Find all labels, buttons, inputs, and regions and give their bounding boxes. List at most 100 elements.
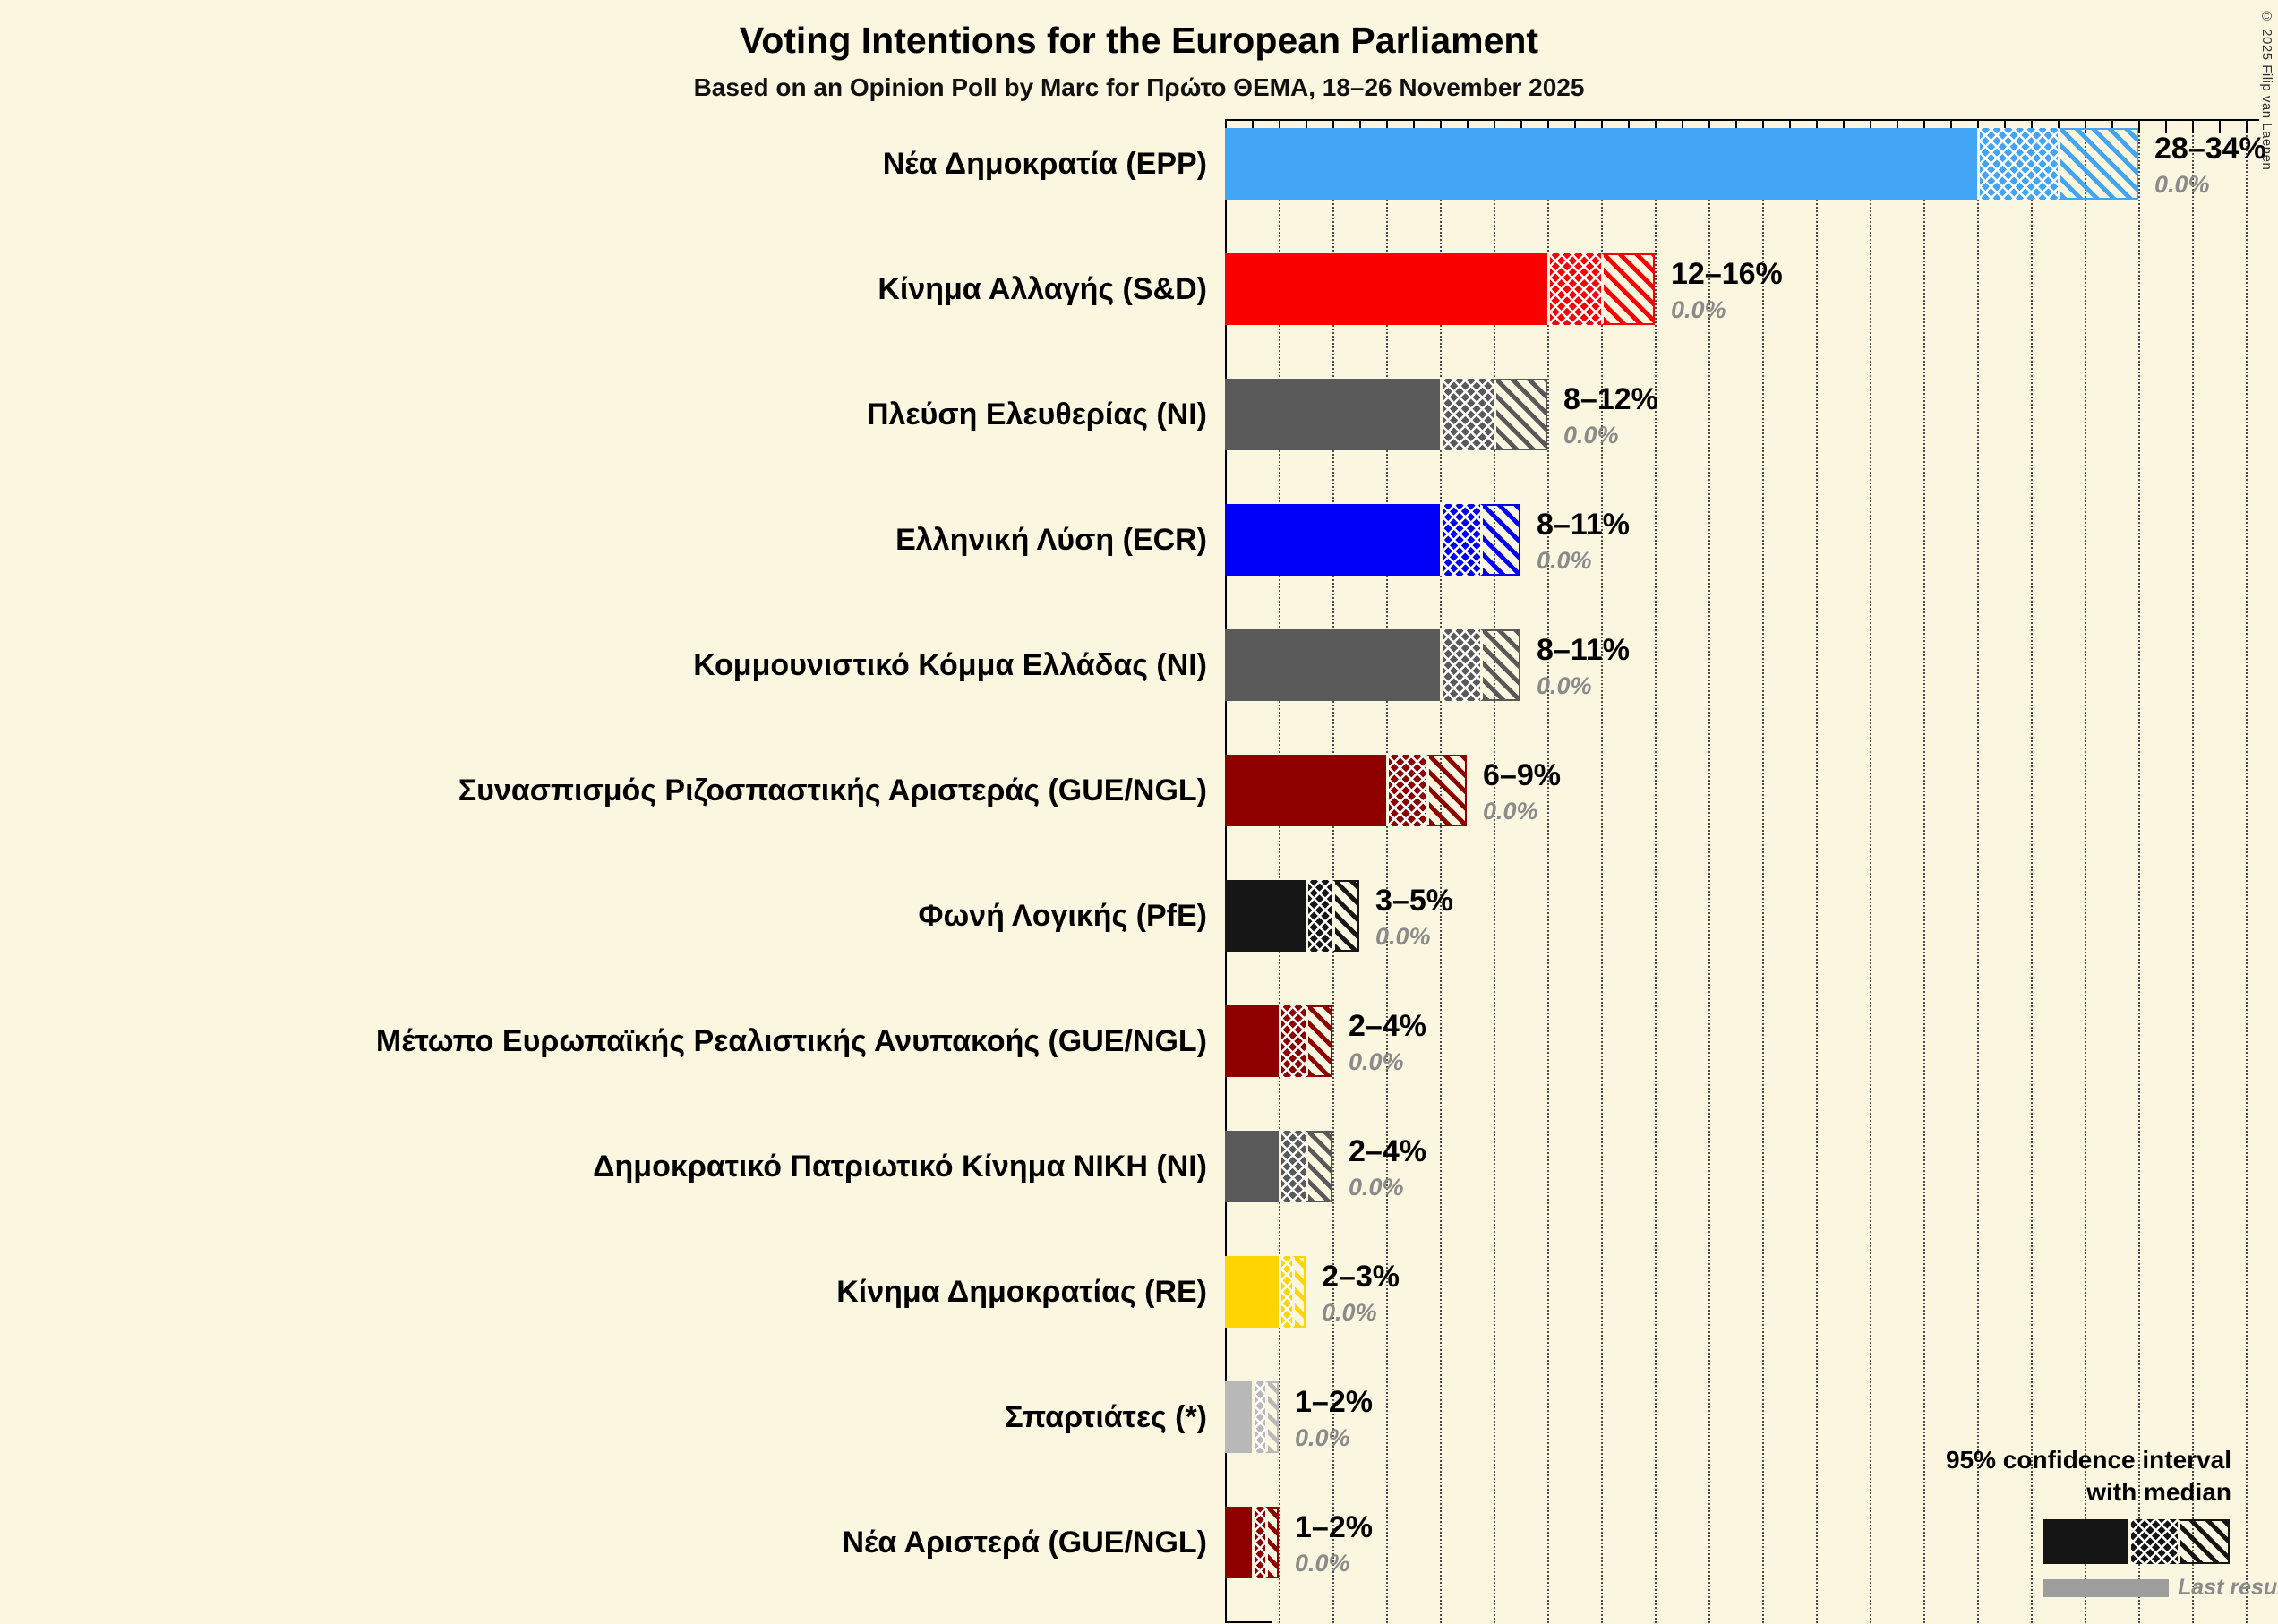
chart-row: Κίνημα Αλλαγής (S&D) 12–16% 0.0% (878, 244, 2259, 370)
last-result-value: 0.0% (1537, 672, 1592, 699)
legend-solid-segment (2043, 1519, 2128, 1564)
bar-solid-segment (1225, 629, 1440, 701)
confidence-interval-bar (1225, 379, 1547, 450)
axis-tick (2004, 121, 2006, 133)
axis-tick (2192, 121, 2194, 133)
last-result-value: 0.0% (1483, 798, 1538, 825)
party-label: Μέτωπο Ευρωπαϊκής Ρεαλιστικής Ανυπακοής … (375, 1023, 1207, 1058)
range-label: 2–4% (1349, 1134, 1426, 1168)
chart-row: Κομμουνιστικό Κόμμα Ελλάδας (NI) 8–11% 0… (693, 620, 2259, 746)
plot-area: Νέα Δημοκρατία (EPP) 28–34% 0.0% Κίνημα … (376, 119, 2266, 1623)
axis-tick (1494, 121, 1495, 133)
last-result-value: 0.0% (1671, 296, 1726, 323)
gridline (1923, 121, 1925, 1623)
bar-solid-segment (1225, 1256, 1279, 1328)
last-result-value: 0.0% (1537, 547, 1592, 574)
axis-tick (1682, 121, 1683, 133)
gridline (2246, 121, 2248, 1623)
last-result-value: 0.0% (1563, 422, 1619, 449)
bar-crosshatch-segment (1279, 1005, 1306, 1077)
range-label: 8–11% (1537, 633, 1630, 667)
legend-diagonal-segment (2178, 1519, 2230, 1564)
bar-diagonal-segment (1265, 1507, 1279, 1578)
bar-crosshatch-segment (1440, 629, 1480, 701)
confidence-interval-bar (1225, 504, 1520, 576)
value-labels: 6–9% 0.0% (1483, 758, 1561, 827)
axis-tick (2111, 121, 2113, 133)
gridline (1386, 121, 1388, 1623)
legend-crosshatch-segment (2128, 1519, 2178, 1564)
chart-row: Κίνημα Δημοκρατίας (RE) 2–3% 0.0% (836, 1247, 2259, 1372)
value-labels: 8–12% 0.0% (1563, 382, 1658, 451)
gridline (1977, 121, 1979, 1623)
party-label: Νέα Δημοκρατία (EPP) (882, 146, 1207, 181)
last-result-value: 0.0% (2154, 171, 2210, 198)
range-label: 8–11% (1537, 508, 1630, 542)
confidence-interval-bar (1225, 629, 1520, 701)
gridline (1279, 121, 1280, 1623)
value-labels: 3–5% 0.0% (1375, 884, 1453, 953)
chart-row: Μέτωπο Ευρωπαϊκής Ρεαλιστικής Ανυπακοής … (376, 996, 2259, 1122)
bar-crosshatch-segment (1440, 504, 1480, 576)
value-labels: 8–11% 0.0% (1537, 508, 1630, 577)
legend-last-result: Last result (2043, 1575, 2278, 1601)
axis-tick (1332, 121, 1334, 133)
confidence-interval-bar (1225, 1507, 1279, 1578)
legend-last-result-bar (2043, 1578, 2169, 1597)
bar-diagonal-segment (1601, 253, 1655, 325)
confidence-interval-bar (1225, 128, 2138, 200)
value-labels: 2–4% 0.0% (1349, 1134, 1426, 1203)
party-label: Πλεύση Ελευθερίας (NI) (866, 397, 1207, 432)
gridline (2085, 121, 2086, 1623)
bar-solid-segment (1225, 504, 1440, 576)
chart-title: Voting Intentions for the European Parli… (739, 20, 1539, 61)
axis-tick (2031, 121, 2033, 133)
chart-row: Δημοκρατικό Πατριωτικό Κίνημα ΝΙΚΗ (NI) … (593, 1122, 2259, 1247)
gridline (1870, 121, 1871, 1623)
party-label: Κομμουνιστικό Κόμμα Ελλάδας (NI) (693, 647, 1207, 682)
bar-diagonal-segment (1292, 1256, 1306, 1328)
axis-tick (1923, 121, 1925, 133)
chart-row: Συνασπισμός Ριζοσπαστικής Αριστεράς (GUE… (458, 746, 2259, 871)
party-label: Συνασπισμός Ριζοσπαστικής Αριστεράς (GUE… (458, 773, 1207, 808)
legend-title: 95% confidence interval (1945, 1446, 2231, 1474)
confidence-interval-bar (1225, 1131, 1332, 1202)
axis-tick (1279, 121, 1280, 133)
axis-tick (1386, 121, 1388, 133)
confidence-interval-bar (1225, 253, 1655, 325)
bar-diagonal-segment (1265, 1381, 1279, 1453)
range-label: 2–3% (1322, 1260, 1400, 1294)
bar-solid-segment (1225, 128, 1977, 200)
range-label: 28–34% (2154, 132, 2266, 166)
value-labels: 1–2% 0.0% (1295, 1510, 1373, 1579)
axis-tick (1467, 121, 1469, 133)
value-labels: 8–11% 0.0% (1537, 633, 1630, 702)
bar-diagonal-segment (1426, 755, 1467, 826)
axis-tick (1897, 121, 1898, 133)
zero-axis-line (1225, 119, 1227, 1623)
bar-crosshatch-segment (1386, 755, 1426, 826)
range-label: 3–5% (1375, 884, 1453, 918)
party-label: Κίνημα Δημοκρατίας (RE) (836, 1274, 1207, 1309)
gridline (1708, 121, 1710, 1623)
legend-sample-bar (2043, 1519, 2231, 1564)
chart-row: Νέα Αριστερά (GUE/NGL) 1–2% 0.0% (842, 1498, 2259, 1623)
chart-row: Νέα Δημοκρατία (EPP) 28–34% 0.0% (883, 119, 2266, 244)
bar-crosshatch-segment (1279, 1131, 1306, 1202)
bar-solid-segment (1225, 880, 1306, 952)
chart-subtitle: Based on an Opinion Poll by Marc for Πρώ… (693, 73, 1585, 101)
bar-solid-segment (1225, 755, 1386, 826)
party-label: Ελληνική Λύση (ECR) (895, 522, 1207, 557)
bar-crosshatch-segment (1440, 379, 1494, 450)
bar-diagonal-segment (1306, 1005, 1332, 1077)
range-label: 2–4% (1349, 1009, 1426, 1043)
confidence-interval-bar (1225, 755, 1467, 826)
bar-diagonal-segment (1494, 379, 1547, 450)
last-result-value: 0.0% (1375, 923, 1431, 950)
zero-axis-bottom-tick (1225, 1621, 1272, 1623)
x-axis-line (1225, 119, 2259, 121)
last-result-value: 0.0% (1295, 1424, 1350, 1451)
party-label: Δημοκρατικό Πατριωτικό Κίνημα ΝΙΚΗ (NI) (593, 1149, 1207, 1184)
confidence-interval-bar (1225, 880, 1359, 952)
bar-diagonal-segment (1480, 629, 1520, 701)
